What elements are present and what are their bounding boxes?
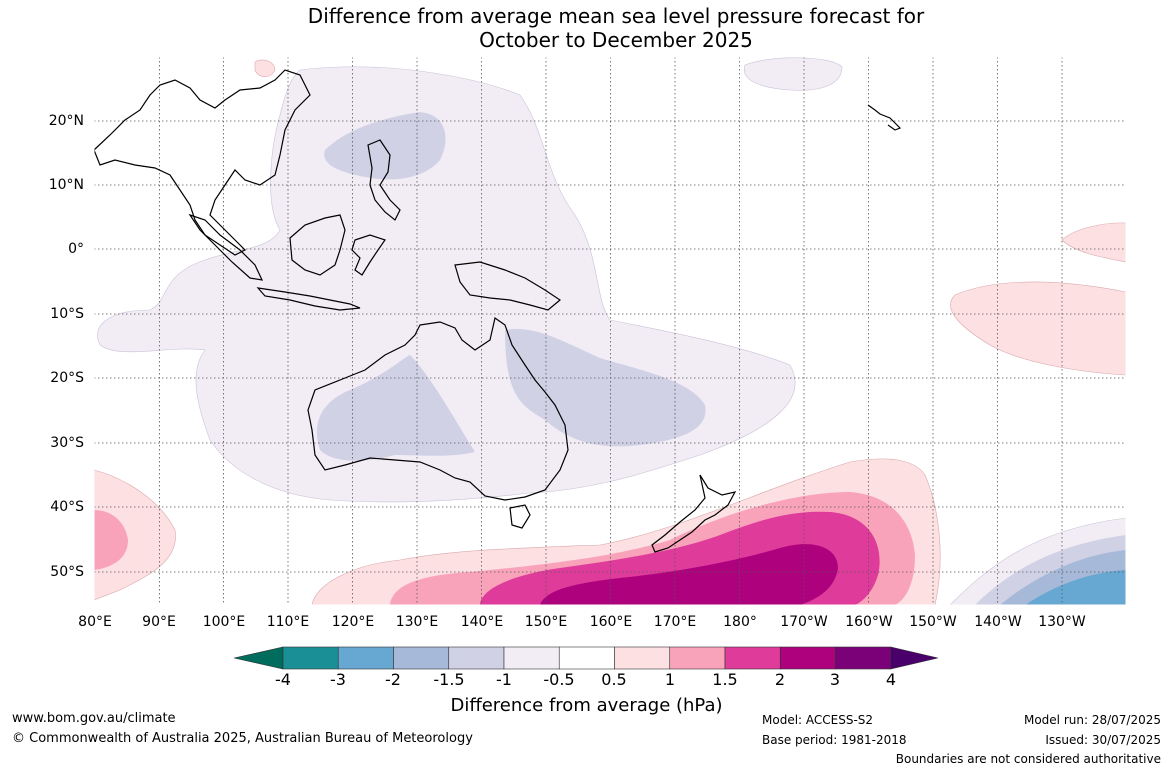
contour-neg2-southeast — [1025, 570, 1126, 605]
lon-label-150w: 150°W — [909, 614, 957, 630]
sulawesi-coastline — [351, 234, 386, 276]
title-line-2: October to December 2025 — [479, 28, 753, 52]
lon-label-90e: 90°E — [142, 614, 176, 630]
colorbar-bin-1 — [282, 646, 339, 670]
lat-label-20n: 20°N — [48, 113, 84, 129]
lon-label-140w: 140°W — [974, 614, 1022, 630]
colorbar-bin-11 — [835, 646, 892, 670]
colorbar-tick-pos2: 2 — [774, 670, 786, 689]
sumatra-coastline — [188, 213, 264, 281]
footer-model-run: Model run: 28/07/2025 — [1023, 713, 1161, 727]
footer-copyright: © Commonwealth of Australia 2025, Austra… — [12, 731, 473, 746]
colorbar-title: Difference from average (hPa) — [450, 695, 723, 716]
lat-label-10s: 10°S — [50, 306, 84, 322]
tasmania-coastline — [509, 504, 531, 529]
colorbar-bin-10 — [779, 646, 836, 670]
colorbar-tick-neg15: -1.5 — [433, 670, 465, 689]
map-title: Difference from average mean sea level p… — [0, 4, 1173, 52]
lat-label-0: 0° — [68, 241, 84, 257]
contour-pos05-pacific — [950, 281, 1126, 376]
lat-label-30s: 30°S — [50, 435, 84, 451]
lon-label-120e: 120°E — [331, 614, 375, 630]
lon-label-170w: 170°W — [780, 614, 828, 630]
colorbar-bin-6 — [558, 646, 615, 670]
colorbar-tick-pos05: 0.5 — [601, 670, 627, 689]
title-line-1: Difference from average mean sea level p… — [307, 4, 925, 28]
contour-pos05-equator-east — [1061, 222, 1126, 263]
contour-neg1-australia — [316, 355, 475, 461]
colorbar-tick-neg2: -2 — [385, 670, 401, 689]
footer-disclaimer: Boundaries are not considered authoritat… — [895, 752, 1161, 766]
colorbar-bin-7 — [614, 646, 671, 670]
colorbar-extend-low — [233, 646, 284, 670]
colorbar-tick-neg1: -1 — [496, 670, 512, 689]
lon-label-170e: 170°E — [653, 614, 697, 630]
colorbar-tick-pos3: 3 — [829, 670, 841, 689]
colorbar-tick-pos1: 1 — [664, 670, 676, 689]
australia-coastline — [307, 316, 569, 501]
footer-url[interactable]: www.bom.gov.au/climate — [12, 711, 176, 726]
new-guinea-coastline — [454, 261, 562, 311]
asia-mainland-coastline — [94, 69, 311, 256]
contour-neg1-philippines — [324, 112, 446, 180]
lon-label-80e: 80°E — [78, 614, 112, 630]
colorbar-tick-pos4: 4 — [885, 670, 897, 689]
pressure-anomaly-contours — [94, 57, 1126, 605]
colorbar-bin-3 — [393, 646, 450, 670]
colorbar-bin-5 — [503, 646, 560, 670]
lat-label-40s: 40°S — [50, 499, 84, 515]
contour-pos05-west — [94, 469, 176, 601]
lat-label-10n: 10°N — [48, 177, 84, 193]
lon-label-130e: 130°E — [395, 614, 439, 630]
contour-neg05-north — [743, 57, 843, 91]
lon-label-160e: 160°E — [589, 614, 633, 630]
hawaii-coastline — [867, 104, 902, 131]
colorbar-bin-8 — [669, 646, 726, 670]
footer-model: Model: ACCESS-S2 — [762, 713, 874, 727]
graticule — [94, 57, 1126, 605]
map-frame — [93, 56, 1127, 606]
philippines-coastline — [367, 139, 401, 221]
lon-label-150e: 150°E — [524, 614, 568, 630]
lon-label-110e: 110°E — [266, 614, 310, 630]
lon-label-140e: 140°E — [460, 614, 504, 630]
lon-label-180: 180° — [723, 614, 757, 630]
footer-base-period: Base period: 1981-2018 — [762, 733, 907, 747]
colorbar-tick-neg05: -0.5 — [543, 670, 575, 689]
colorbar-tick-pos15: 1.5 — [712, 670, 738, 689]
colorbar-extend-high — [890, 646, 939, 670]
contour-pos05-north — [254, 59, 276, 78]
colorbar-bin-2 — [337, 646, 394, 670]
colorbar-bin-4 — [448, 646, 505, 670]
colorbar-bin-9 — [724, 646, 781, 670]
borneo-coastline — [289, 214, 346, 276]
contour-neg1-coralsea — [505, 329, 706, 447]
colorbar-tick-neg3: -3 — [330, 670, 346, 689]
contour-pos2-south — [540, 544, 838, 605]
lat-label-50s: 50°S — [50, 564, 84, 580]
lat-label-20s: 20°S — [50, 370, 84, 386]
new-zealand-coastline — [651, 474, 737, 553]
coastlines — [94, 69, 902, 553]
lon-label-130w: 130°W — [1038, 614, 1086, 630]
java-coastline — [256, 287, 361, 311]
colorbar — [233, 646, 939, 670]
colorbar-tick-neg4: -4 — [275, 670, 291, 689]
footer-issued: Issued: 30/07/2025 — [1045, 733, 1161, 747]
lon-label-100e: 100°E — [202, 614, 246, 630]
contour-pos1-west — [94, 510, 128, 570]
lon-label-160w: 160°W — [845, 614, 893, 630]
